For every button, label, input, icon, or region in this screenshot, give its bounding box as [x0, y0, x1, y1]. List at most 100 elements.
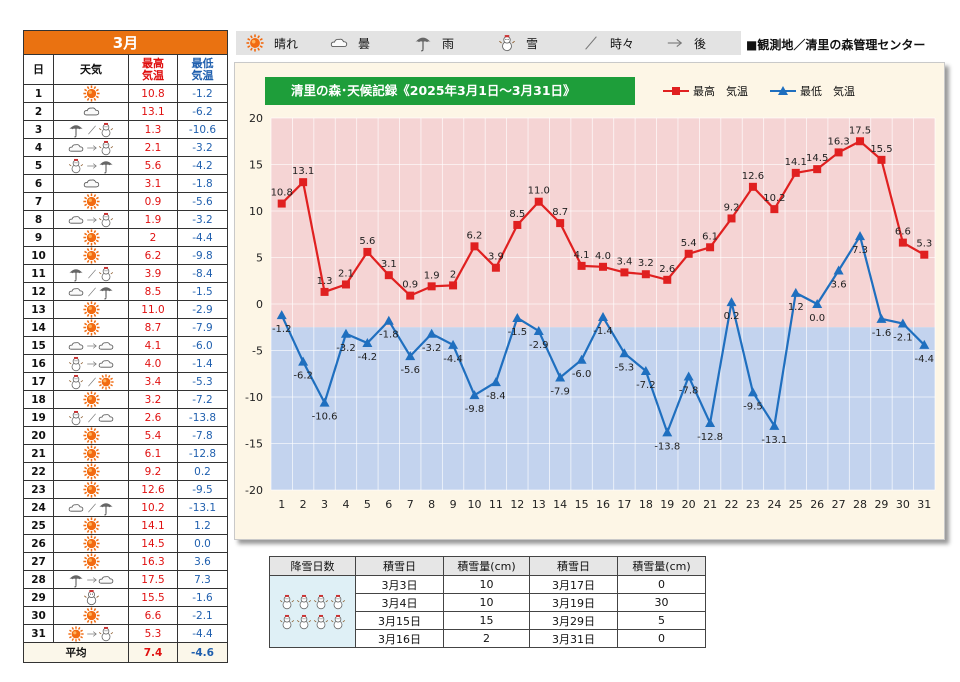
low-temp-point: [576, 354, 587, 364]
cloud-icon: [330, 38, 348, 48]
low-temp-point: [683, 371, 694, 381]
x-tick-label: 19: [660, 498, 674, 511]
day-low-temp: -1.4: [177, 354, 228, 373]
day-high-temp: 0.9: [128, 192, 178, 211]
day-weather: [53, 372, 129, 391]
sun-icon: [82, 247, 100, 264]
high-temp-label: 5.6: [359, 236, 375, 247]
cloud-icon: [68, 215, 84, 224]
low-temp-label: -7.9: [550, 386, 570, 397]
header-high: 最高 気温: [128, 54, 178, 85]
snow-header: 降雪日数: [269, 556, 356, 576]
day-low-temp: -4.4: [177, 228, 228, 247]
day-row: 4 2.1 -3.2: [23, 138, 228, 157]
cloud-icon: [98, 341, 114, 350]
slash-icon: [88, 503, 96, 512]
day-number: 28: [23, 570, 54, 589]
low-temp-label: 1.2: [788, 302, 804, 313]
y-tick-label: -10: [245, 391, 263, 404]
low-temp-label: -2.9: [529, 340, 549, 351]
day-number: 11: [23, 264, 54, 283]
low-temp-point: [662, 427, 673, 437]
day-weather: [53, 534, 129, 553]
x-tick-label: 22: [725, 498, 739, 511]
low-temp-label: -4.4: [915, 354, 935, 365]
day-high-temp: 3.9: [128, 264, 178, 283]
high-temp-point: [748, 182, 757, 191]
day-row: 27 16.3 3.6: [23, 552, 228, 571]
legend-low-marker: [770, 86, 796, 95]
low-temp-point: [276, 310, 287, 320]
day-high-temp: 6.1: [128, 444, 178, 463]
snowman-icon: [279, 614, 295, 629]
umbrella-icon: [415, 37, 431, 52]
day-weather: [53, 210, 129, 229]
x-tick-label: 18: [639, 498, 653, 511]
high-temp-point: [898, 238, 907, 247]
cloud-icon: [83, 179, 99, 188]
high-temp-label: 6.2: [467, 230, 483, 241]
low-temp-point: [533, 325, 544, 335]
x-tick-label: 23: [746, 498, 760, 511]
day-low-temp: -1.6: [177, 588, 228, 607]
day-weather: [53, 228, 129, 247]
day-number: 10: [23, 246, 54, 265]
umbrella-icon: [99, 286, 113, 299]
low-temp-label: -1.5: [508, 327, 528, 338]
day-low-temp: -5.6: [177, 192, 228, 211]
legend-item-label: 時々: [610, 36, 635, 51]
day-number: 21: [23, 444, 54, 463]
day-row: 13 11.0 -2.9: [23, 300, 228, 319]
day-weather: [53, 102, 129, 121]
high-temp-label: 10.2: [763, 193, 785, 204]
day-row: 6 3.1 -1.8: [23, 174, 228, 193]
high-temp-label: 14.5: [806, 153, 828, 164]
low-temp-label: -12.8: [697, 432, 723, 443]
average-row: 平均 7.4 -4.6: [23, 642, 228, 663]
snow-date: 3月4日: [355, 593, 444, 612]
high-temp-point: [534, 197, 543, 206]
y-tick-label: -5: [252, 345, 263, 358]
day-number: 27: [23, 552, 54, 571]
high-temp-label: 3.1: [381, 259, 397, 270]
low-temp-label: -6.0: [572, 369, 592, 380]
day-number: 9: [23, 228, 54, 247]
day-low-temp: -3.2: [177, 210, 228, 229]
day-weather: [53, 120, 129, 139]
low-temp-point: [640, 365, 651, 375]
legend-high-marker: [663, 87, 689, 95]
day-high-temp: 2.6: [128, 408, 178, 427]
arrow-right-icon: [87, 144, 97, 151]
high-temp-point: [320, 287, 329, 296]
snow-header: 積雪量(cm): [617, 556, 706, 576]
x-tick-label: 21: [703, 498, 717, 511]
day-weather: [53, 480, 129, 499]
low-temp-label: -9.8: [465, 404, 485, 415]
day-weather: [53, 498, 129, 517]
day-low-temp: -9.8: [177, 246, 228, 265]
day-number: 1: [23, 84, 54, 103]
low-temp-point: [619, 348, 630, 358]
snowman-icon: [330, 594, 346, 609]
day-number: 16: [23, 354, 54, 373]
snow-depth: 5: [617, 611, 706, 630]
snow-date: 3月19日: [529, 593, 618, 612]
high-temp-point: [620, 268, 629, 277]
day-low-temp: 3.6: [177, 552, 228, 571]
high-temp-label: 17.5: [849, 125, 871, 136]
y-tick-label: 15: [249, 159, 263, 172]
snow-header: 積雪日: [529, 556, 618, 576]
x-tick-label: 28: [853, 498, 867, 511]
day-low-temp: -9.5: [177, 480, 228, 499]
day-high-temp: 17.5: [128, 570, 178, 589]
day-low-temp: -1.5: [177, 282, 228, 301]
sun-icon: [82, 319, 100, 336]
sun-icon: [82, 391, 100, 408]
legend-item-cloud: 曇: [320, 34, 404, 52]
snow-depth: 30: [617, 593, 706, 612]
sun-icon: [82, 445, 100, 462]
day-low-temp: -4.2: [177, 156, 228, 175]
day-low-temp: -2.1: [177, 606, 228, 625]
high-temp-point: [491, 263, 500, 272]
day-row: 19 2.6 -13.8: [23, 408, 228, 427]
